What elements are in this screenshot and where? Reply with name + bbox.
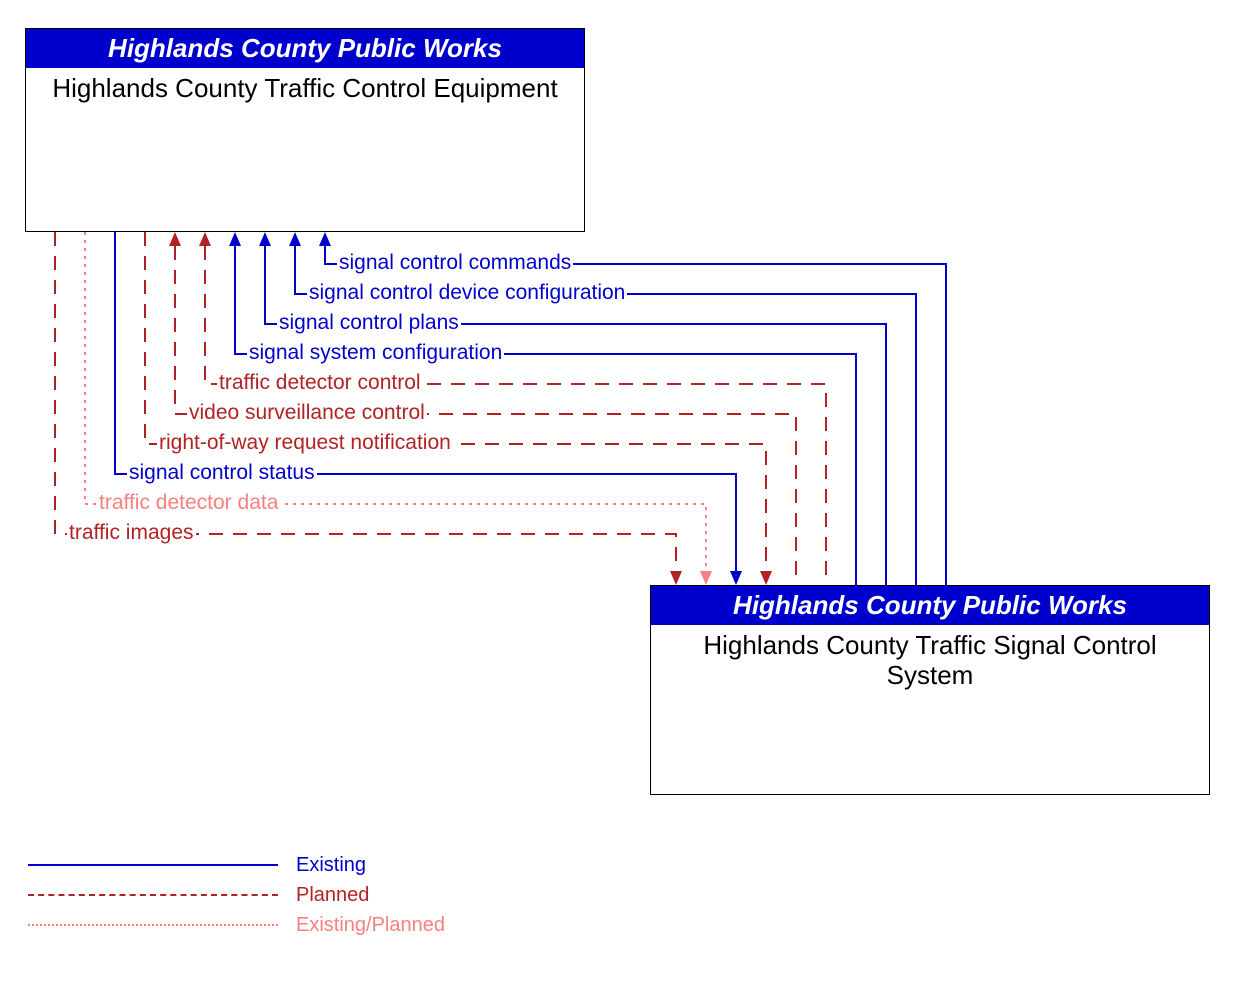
flow-label: traffic images	[67, 521, 196, 544]
flow-label: right-of-way request notification	[157, 431, 453, 454]
legend: Existing Planned Existing/Planned	[28, 850, 445, 940]
legend-label: Planned	[296, 884, 369, 907]
legend-label: Existing/Planned	[296, 914, 445, 937]
legend-row: Existing/Planned	[28, 910, 445, 940]
flow-label: signal system configuration	[247, 341, 504, 364]
legend-line-sample	[28, 864, 278, 866]
flow-label: traffic detector control	[217, 371, 423, 394]
legend-line-sample	[28, 894, 278, 896]
flow-label: signal control plans	[277, 311, 461, 334]
flow-label: signal control status	[127, 461, 317, 484]
legend-label: Existing	[296, 854, 366, 877]
flow-label: video surveillance control	[187, 401, 427, 424]
legend-row: Existing	[28, 850, 445, 880]
flow-label: traffic detector data	[97, 491, 280, 514]
legend-line-sample	[28, 924, 278, 926]
flow-label: signal control commands	[337, 251, 573, 274]
legend-row: Planned	[28, 880, 445, 910]
flow-label: signal control device configuration	[307, 281, 627, 304]
